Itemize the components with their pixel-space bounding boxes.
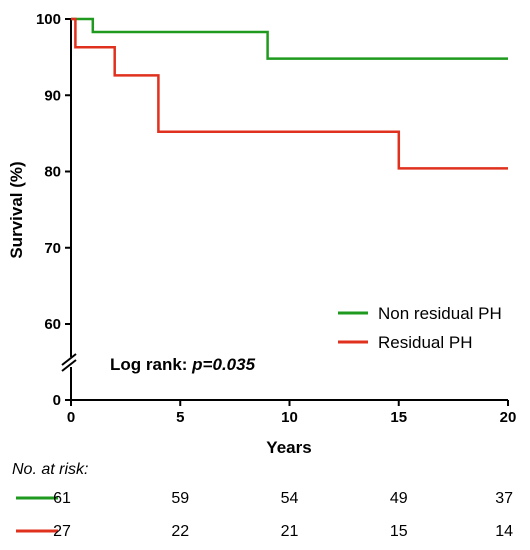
x-tick-label: 5 <box>176 409 184 426</box>
log-rank-annotation: Log rank: p=0.035 <box>110 355 256 374</box>
risk-count: 22 <box>171 523 189 540</box>
legend: Non residual PH Residual PH <box>338 304 502 352</box>
x-tick-label: 10 <box>281 409 298 426</box>
y-axis-title: Survival (%) <box>7 161 26 258</box>
risk-count: 21 <box>281 523 299 540</box>
log-rank-p-value: p=0.035 <box>191 355 255 374</box>
y-tick-label: 0 <box>53 392 61 409</box>
y-tick-label: 70 <box>44 240 61 257</box>
x-axis-title: Years <box>266 438 311 457</box>
x-tick-label: 20 <box>500 409 517 426</box>
axis-break-mark <box>61 353 77 366</box>
risk-count: 54 <box>281 490 299 507</box>
legend-label: Non residual PH <box>378 304 502 323</box>
risk-count: 49 <box>390 490 408 507</box>
risk-count: 27 <box>53 523 71 540</box>
risk-count: 14 <box>495 523 513 540</box>
risk-count: 61 <box>53 490 71 507</box>
axis-break-mark <box>61 359 77 372</box>
ticks: 60 70 80 90 100 00 5 10 15 20 <box>36 11 516 426</box>
y-tick-label: 60 <box>44 316 61 333</box>
survival-lines <box>71 17 508 170</box>
risk-table: 61 59 54 49 37 27 22 21 15 14 <box>16 490 513 540</box>
risk-count: 15 <box>390 523 408 540</box>
x-tick-label: 0 <box>67 409 75 426</box>
risk-table-title: No. at risk: <box>12 461 88 478</box>
risk-count: 37 <box>495 490 513 507</box>
risk-count: 59 <box>171 490 189 507</box>
y-tick-label: 100 <box>36 11 61 28</box>
series-line-non-residual-ph <box>71 17 508 60</box>
y-tick-label: 80 <box>44 164 61 181</box>
log-rank-label: Log rank: <box>110 355 192 374</box>
series-line-residual-ph <box>71 17 508 170</box>
legend-label: Residual PH <box>378 333 473 352</box>
y-tick-label: 90 <box>44 87 61 104</box>
x-tick-label: 15 <box>390 409 407 426</box>
